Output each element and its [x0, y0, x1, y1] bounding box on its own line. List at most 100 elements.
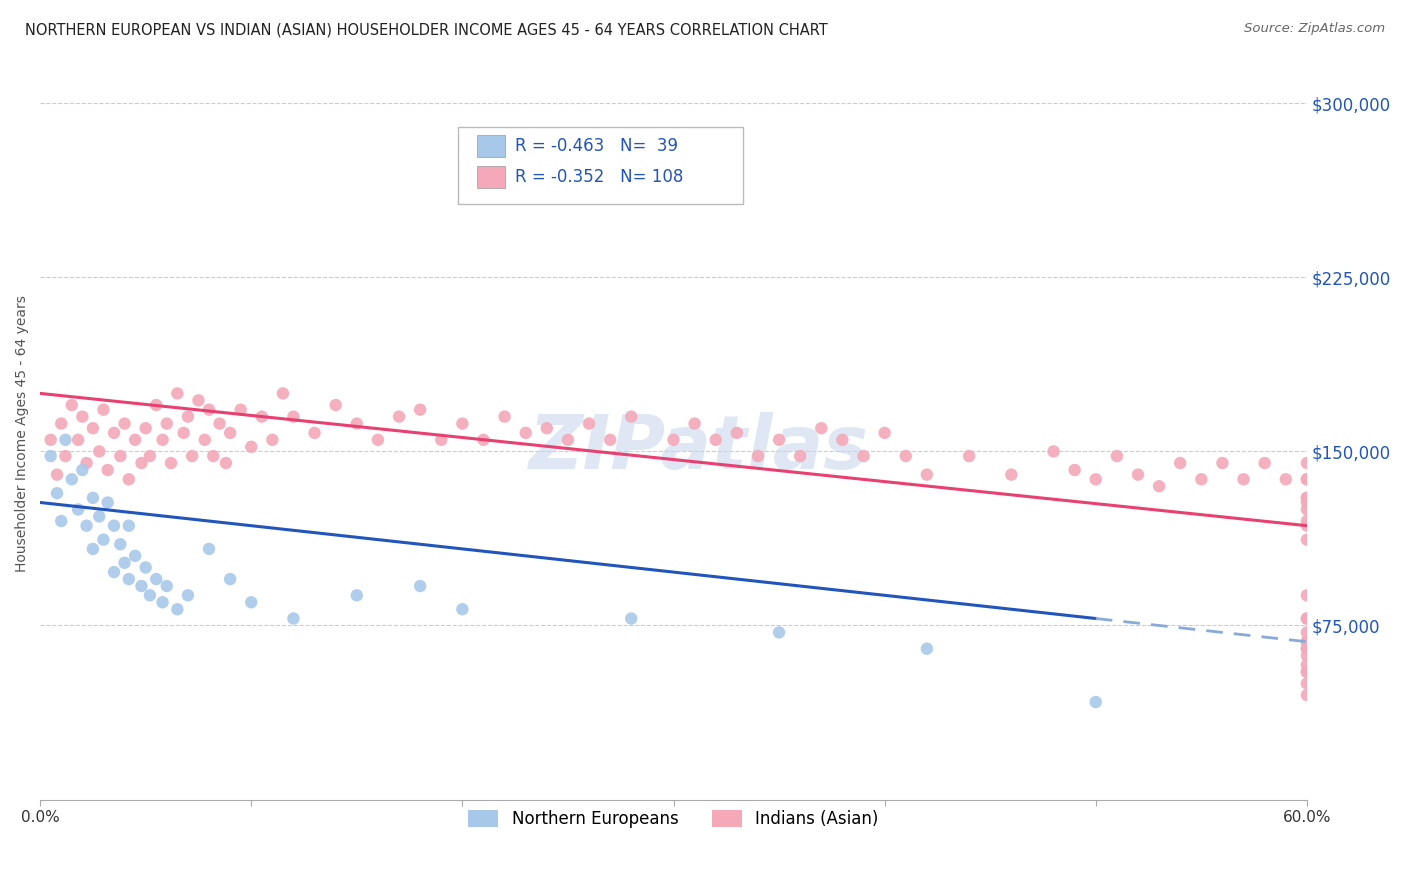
Point: [1296, 495, 1319, 509]
Point: [472, 433, 495, 447]
Legend: Northern Europeans, Indians (Asian): Northern Europeans, Indians (Asian): [461, 804, 886, 835]
Point: [1105, 449, 1128, 463]
Point: [704, 433, 727, 447]
Point: [166, 386, 188, 401]
Point: [1253, 456, 1275, 470]
Point: [620, 611, 643, 625]
Point: [198, 402, 221, 417]
Point: [852, 449, 875, 463]
Point: [229, 402, 252, 417]
Point: [240, 440, 263, 454]
Point: [60, 472, 83, 486]
Point: [89, 509, 111, 524]
Point: [346, 588, 368, 602]
Point: [557, 433, 579, 447]
Point: [72, 409, 94, 424]
Point: [915, 641, 938, 656]
Point: [46, 486, 69, 500]
Point: [215, 456, 238, 470]
Point: [873, 425, 896, 440]
Point: [156, 579, 179, 593]
Point: [173, 425, 195, 440]
Point: [768, 433, 790, 447]
Point: [1084, 472, 1107, 486]
Point: [135, 560, 157, 574]
Point: [1296, 611, 1319, 625]
Point: [451, 602, 474, 616]
Point: [208, 417, 231, 431]
Point: [683, 417, 706, 431]
Point: [1296, 491, 1319, 505]
Point: [1042, 444, 1064, 458]
Point: [768, 625, 790, 640]
Point: [789, 449, 811, 463]
Point: [1296, 472, 1319, 486]
Point: [747, 449, 769, 463]
Point: [160, 456, 183, 470]
Point: [1296, 648, 1319, 663]
Point: [250, 409, 273, 424]
Point: [1168, 456, 1191, 470]
Point: [1189, 472, 1212, 486]
Point: [831, 433, 853, 447]
Point: [283, 611, 305, 625]
Point: [1296, 502, 1319, 516]
Point: [1232, 472, 1254, 486]
Point: [72, 463, 94, 477]
Point: [67, 433, 90, 447]
Point: [118, 572, 141, 586]
Point: [1211, 456, 1233, 470]
Point: [1296, 657, 1319, 672]
Text: Source: ZipAtlas.com: Source: ZipAtlas.com: [1244, 22, 1385, 36]
Point: [198, 541, 221, 556]
Point: [187, 393, 209, 408]
Point: [97, 495, 120, 509]
Point: [67, 502, 90, 516]
Point: [82, 421, 104, 435]
Point: [89, 444, 111, 458]
Point: [388, 409, 411, 424]
Point: [1000, 467, 1022, 482]
Point: [135, 421, 157, 435]
Point: [1296, 634, 1319, 648]
Point: [118, 472, 141, 486]
FancyBboxPatch shape: [458, 127, 744, 203]
Point: [271, 386, 294, 401]
Point: [451, 417, 474, 431]
Point: [1296, 665, 1319, 679]
Point: [304, 425, 326, 440]
Point: [430, 433, 453, 447]
Point: [1296, 472, 1319, 486]
Point: [1296, 625, 1319, 640]
Point: [82, 491, 104, 505]
Point: [494, 409, 516, 424]
Point: [114, 417, 136, 431]
Point: [1296, 588, 1319, 602]
Point: [145, 572, 167, 586]
Point: [219, 572, 242, 586]
Point: [1296, 676, 1319, 690]
Point: [139, 588, 162, 602]
Point: [599, 433, 621, 447]
Point: [76, 456, 98, 470]
Point: [915, 467, 938, 482]
Point: [1274, 472, 1296, 486]
Point: [1084, 695, 1107, 709]
Point: [131, 579, 153, 593]
Point: [166, 602, 188, 616]
Point: [1296, 533, 1319, 547]
Point: [139, 449, 162, 463]
Point: [114, 556, 136, 570]
Point: [1296, 641, 1319, 656]
Point: [103, 425, 125, 440]
Point: [82, 541, 104, 556]
Point: [219, 425, 242, 440]
Point: [346, 417, 368, 431]
Text: NORTHERN EUROPEAN VS INDIAN (ASIAN) HOUSEHOLDER INCOME AGES 45 - 64 YEARS CORREL: NORTHERN EUROPEAN VS INDIAN (ASIAN) HOUS…: [25, 22, 828, 37]
Point: [124, 433, 146, 447]
Point: [181, 449, 204, 463]
Point: [536, 421, 558, 435]
Point: [39, 433, 62, 447]
Point: [55, 449, 77, 463]
Point: [131, 456, 153, 470]
